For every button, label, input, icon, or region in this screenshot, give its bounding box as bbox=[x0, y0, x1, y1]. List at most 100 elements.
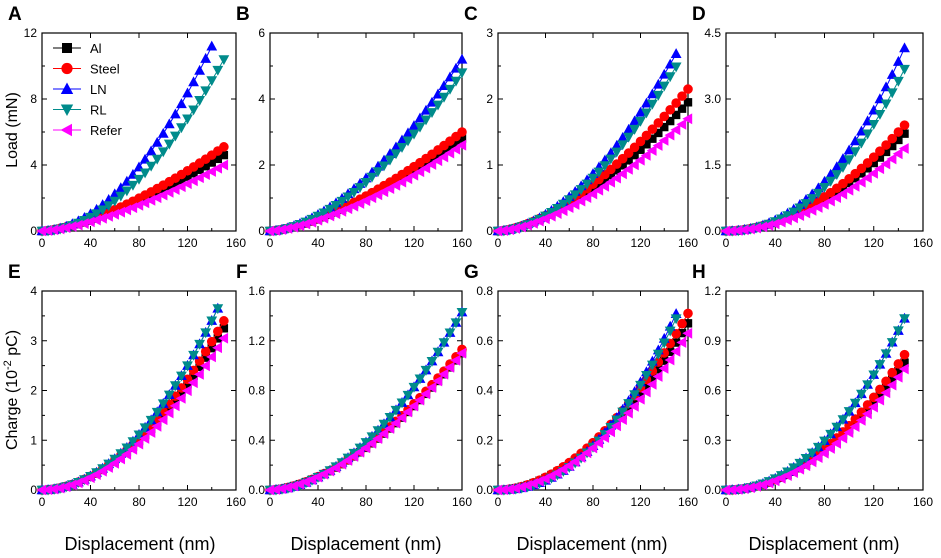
data-point-ln bbox=[617, 132, 629, 142]
data-point-al bbox=[219, 150, 229, 160]
data-point-refer bbox=[66, 221, 77, 232]
panel-b: B 0 40 80 120 160 0 2 4 6 bbox=[236, 4, 472, 250]
data-point-rl bbox=[581, 179, 593, 190]
data-point-refer bbox=[139, 433, 150, 444]
data-point-refer bbox=[438, 368, 449, 380]
y-tick-label: 0.0 bbox=[248, 483, 265, 497]
y-axis-title-charge-exponent: -2 bbox=[2, 360, 14, 370]
y-tick-label: 0 bbox=[258, 224, 265, 238]
data-point-ln bbox=[420, 104, 432, 115]
data-point-refer bbox=[84, 216, 95, 228]
data-point-refer bbox=[78, 218, 89, 229]
data-point-rl bbox=[390, 149, 402, 160]
data-point-steel bbox=[213, 326, 223, 337]
data-point-refer bbox=[843, 184, 854, 196]
data-point-rl bbox=[206, 316, 218, 327]
legend-label-refer: Refer bbox=[90, 123, 122, 138]
legend-label-al: Al bbox=[90, 41, 102, 56]
data-point-rl bbox=[837, 162, 849, 173]
data-point-refer bbox=[408, 400, 419, 412]
data-point-refer bbox=[806, 456, 817, 468]
data-point-al bbox=[630, 396, 639, 406]
data-point-rl bbox=[408, 129, 420, 140]
data-point-refer bbox=[60, 481, 71, 493]
data-point-rl bbox=[139, 423, 151, 434]
data-point-refer bbox=[843, 427, 854, 438]
data-point-refer bbox=[640, 150, 651, 161]
data-point-al bbox=[457, 134, 467, 143]
x-tick-label: 160 bbox=[913, 495, 933, 509]
data-point-refer bbox=[861, 172, 872, 184]
data-point-refer bbox=[372, 433, 383, 444]
data-point-refer bbox=[676, 118, 687, 130]
legend-marker-al bbox=[62, 43, 72, 53]
data-point-refer bbox=[664, 129, 675, 141]
data-point-refer bbox=[282, 223, 293, 234]
data-point-rl bbox=[670, 314, 682, 325]
y-tick-label: 4 bbox=[30, 284, 37, 298]
data-point-rl bbox=[782, 467, 793, 478]
x-tick-label: 40 bbox=[539, 236, 553, 250]
y-axis-title-charge-tail: pC) bbox=[4, 330, 21, 360]
panel-letter-c: C bbox=[464, 4, 478, 25]
data-point-rl bbox=[629, 124, 640, 135]
data-point-refer bbox=[855, 414, 866, 426]
data-point-steel bbox=[683, 84, 693, 94]
data-point-refer bbox=[163, 407, 174, 419]
data-point-rl bbox=[874, 109, 886, 120]
y-tick-label: 0.0 bbox=[704, 224, 721, 238]
data-point-al bbox=[900, 129, 909, 138]
data-point-rl bbox=[378, 419, 390, 430]
data-point-rl bbox=[868, 370, 880, 381]
series-line-steel bbox=[725, 354, 905, 491]
data-point-refer bbox=[456, 347, 467, 359]
data-point-ln bbox=[414, 112, 426, 123]
series-group bbox=[720, 312, 910, 496]
data-point-rl bbox=[551, 204, 563, 214]
x-tick-label: 0 bbox=[267, 236, 274, 250]
data-point-refer bbox=[670, 345, 681, 357]
data-point-rl bbox=[849, 147, 861, 158]
data-point-rl bbox=[218, 55, 230, 66]
panel-letter-a: A bbox=[8, 4, 22, 25]
legend-label-rl: RL bbox=[90, 103, 107, 118]
data-point-steel bbox=[881, 376, 891, 387]
data-point-rl bbox=[892, 326, 904, 337]
data-point-refer bbox=[151, 420, 162, 432]
data-point-al bbox=[648, 134, 657, 143]
data-point-refer bbox=[72, 219, 83, 231]
data-point-rl bbox=[892, 76, 904, 87]
y-tick-label: 3 bbox=[486, 26, 493, 40]
data-point-ln bbox=[390, 141, 402, 152]
data-point-al bbox=[421, 159, 431, 168]
legend-marker-rl bbox=[60, 104, 74, 116]
data-point-refer bbox=[837, 432, 848, 444]
panel-a: A 0 40 80 120 160 0 4 8 12 bbox=[8, 4, 246, 250]
data-point-refer bbox=[360, 442, 371, 454]
data-point-rl bbox=[794, 458, 806, 469]
data-point-refer bbox=[187, 377, 198, 389]
legend-marker-ln bbox=[60, 82, 74, 94]
series-line-steel bbox=[269, 349, 463, 491]
y-tick-label: 1 bbox=[486, 158, 493, 172]
series-group bbox=[720, 42, 910, 237]
data-point-steel bbox=[665, 104, 675, 115]
y-tick-label: 0 bbox=[30, 224, 37, 238]
axes-frame bbox=[497, 290, 689, 491]
data-point-rl bbox=[200, 86, 212, 97]
data-point-refer bbox=[824, 443, 835, 454]
data-point-al bbox=[445, 142, 455, 152]
data-point-rl bbox=[646, 99, 658, 110]
data-point-rl bbox=[837, 415, 849, 426]
series-line-rl bbox=[497, 66, 677, 232]
x-tick-label: 80 bbox=[132, 236, 146, 250]
data-point-rl bbox=[121, 186, 133, 197]
data-point-rl bbox=[145, 161, 157, 172]
data-point-refer bbox=[605, 426, 616, 438]
x-axis-title: Displacement (nm) bbox=[516, 534, 667, 554]
data-point-rl bbox=[194, 96, 206, 106]
data-point-ln bbox=[652, 78, 664, 89]
data-point-ln bbox=[182, 87, 193, 98]
x-tick-label: 0 bbox=[723, 236, 730, 250]
data-point-rl bbox=[133, 430, 145, 441]
